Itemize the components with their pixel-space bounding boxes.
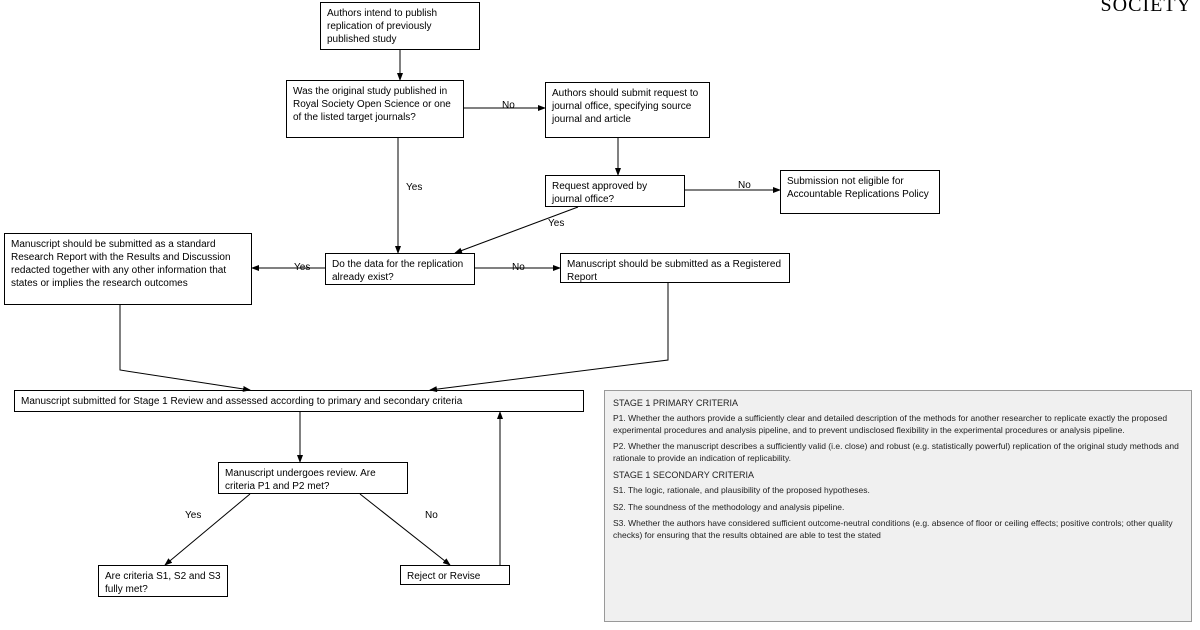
label-no-7-8: No bbox=[512, 262, 525, 273]
node-not-eligible: Submission not eligible for Accountable … bbox=[780, 170, 940, 214]
node-standard-research-report: Manuscript should be submitted as a stan… bbox=[4, 233, 252, 305]
criteria-p2: P2. Whether the manuscript describes a s… bbox=[613, 441, 1183, 464]
criteria-s2: S2. The soundness of the methodology and… bbox=[613, 502, 1183, 513]
edge-n4-n7 bbox=[455, 207, 578, 253]
edge-n8-n9 bbox=[430, 283, 668, 390]
node-p1-p2-q: Manuscript undergoes review. Are criteri… bbox=[218, 462, 408, 494]
node-s1-s2-s3-q: Are criteria S1, S2 and S3 fully met? bbox=[98, 565, 228, 597]
label-no-10-12: No bbox=[425, 510, 438, 521]
label-no-2-3: No bbox=[502, 100, 515, 111]
edge-n10-n12 bbox=[360, 494, 450, 565]
watermark-society: SOCIETY bbox=[1101, 0, 1192, 17]
label-no-4-5: No bbox=[738, 180, 751, 191]
criteria-secondary-header: STAGE 1 SECONDARY CRITERIA bbox=[613, 469, 1183, 481]
label-yes-4-7: Yes bbox=[548, 218, 564, 229]
node-reject-revise: Reject or Revise bbox=[400, 565, 510, 585]
criteria-s1: S1. The logic, rationale, and plausibili… bbox=[613, 485, 1183, 496]
node-registered-report: Manuscript should be submitted as a Regi… bbox=[560, 253, 790, 283]
label-yes-2-7: Yes bbox=[406, 182, 422, 193]
criteria-primary-header: STAGE 1 PRIMARY CRITERIA bbox=[613, 397, 1183, 409]
label-yes-10-11: Yes bbox=[185, 510, 201, 521]
criteria-p1: P1. Whether the authors provide a suffic… bbox=[613, 413, 1183, 436]
criteria-panel: STAGE 1 PRIMARY CRITERIA P1. Whether the… bbox=[604, 390, 1192, 622]
node-request-approved-q: Request approved by journal office? bbox=[545, 175, 685, 207]
node-data-exist-q: Do the data for the replication already … bbox=[325, 253, 475, 285]
label-yes-7-6: Yes bbox=[294, 262, 310, 273]
criteria-s3: S3. Whether the authors have considered … bbox=[613, 518, 1183, 541]
node-original-study-q: Was the original study published in Roya… bbox=[286, 80, 464, 138]
node-stage1-review: Manuscript submitted for Stage 1 Review … bbox=[14, 390, 584, 412]
node-submit-request: Authors should submit request to journal… bbox=[545, 82, 710, 138]
edge-n6-n9 bbox=[120, 305, 250, 390]
node-intend-publish: Authors intend to publish replication of… bbox=[320, 2, 480, 50]
edge-n10-n11 bbox=[165, 494, 250, 565]
